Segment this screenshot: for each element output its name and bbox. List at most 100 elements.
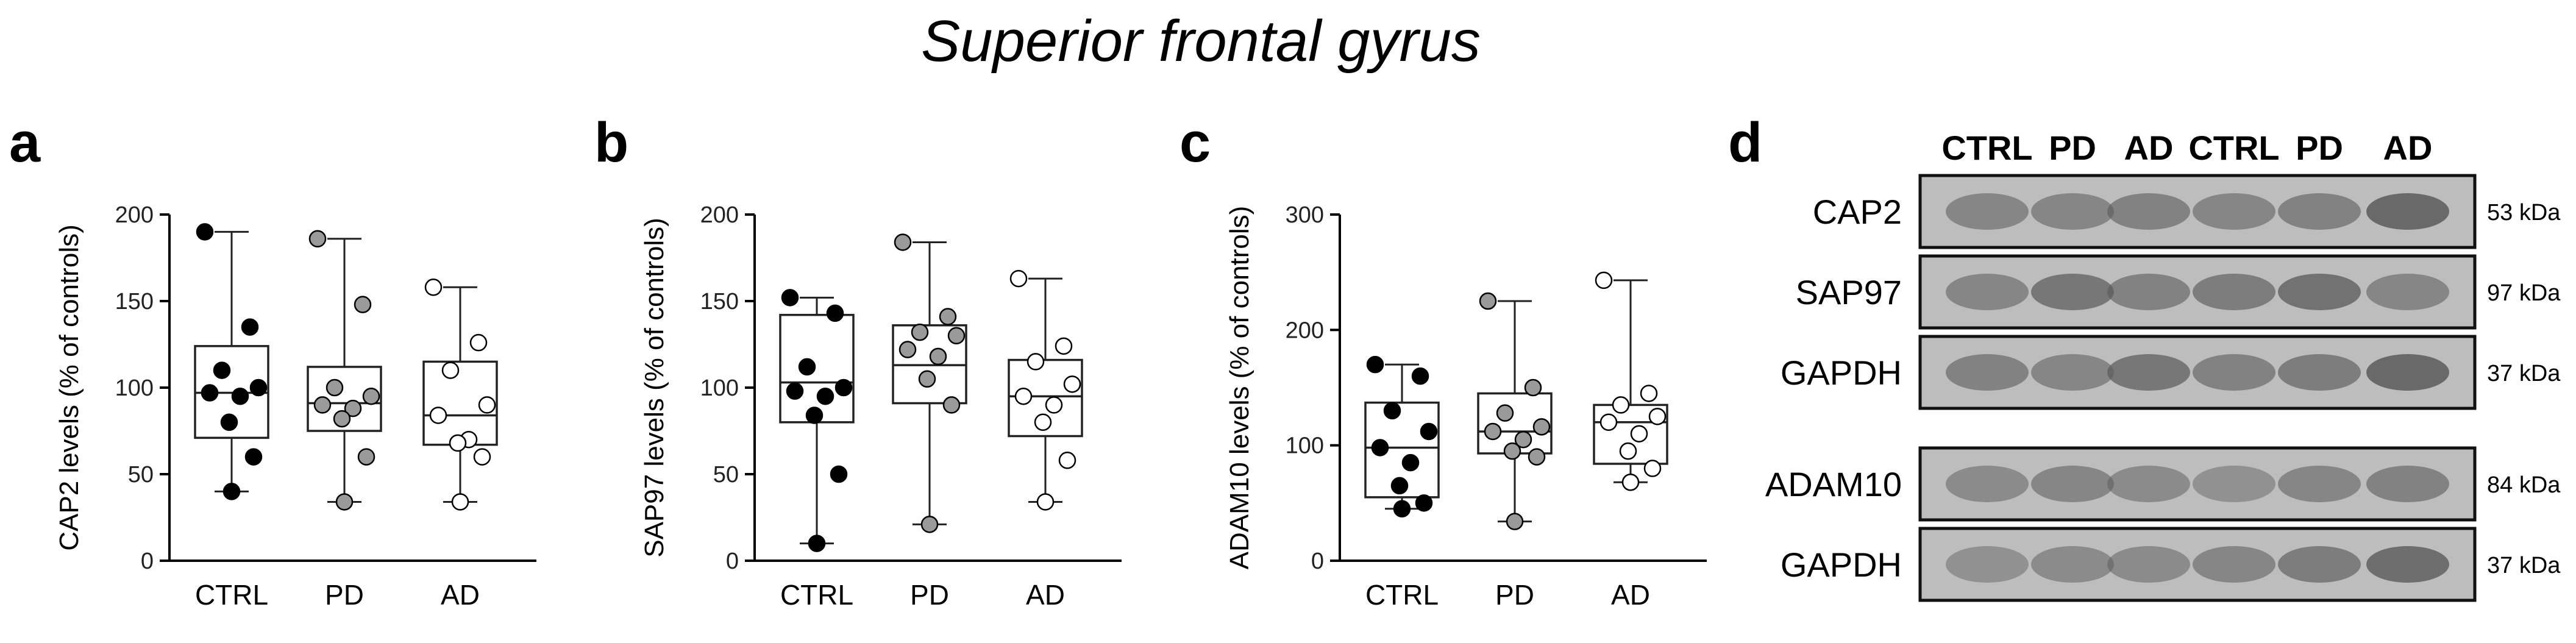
protein-band bbox=[1946, 274, 2029, 310]
x-tick-label-pd: PD bbox=[910, 579, 949, 611]
y-tick-label: 150 bbox=[700, 289, 739, 314]
data-point-ad bbox=[1014, 387, 1033, 405]
protein-band bbox=[2031, 274, 2114, 310]
data-point-pd bbox=[942, 396, 961, 414]
protein-band bbox=[2107, 546, 2190, 583]
data-point-ad bbox=[1063, 375, 1081, 393]
y-tick-label: 50 bbox=[128, 462, 154, 488]
x-tick-label-ad: AD bbox=[441, 579, 480, 611]
protein-band bbox=[2031, 546, 2114, 583]
mw-label-gapdh: 37 kDa bbox=[2487, 361, 2561, 386]
data-point-pd bbox=[1484, 422, 1502, 441]
data-point-pd bbox=[308, 230, 327, 248]
data-point-ad bbox=[1595, 271, 1613, 290]
data-point-ctrl bbox=[1420, 422, 1438, 441]
data-point-ad bbox=[1630, 425, 1648, 442]
protein-band bbox=[2107, 193, 2190, 230]
protein-band bbox=[2193, 274, 2275, 310]
y-tick-label: 200 bbox=[1286, 318, 1324, 343]
data-point-ctrl bbox=[805, 407, 824, 424]
panel-letter-a: a bbox=[9, 112, 41, 174]
data-point-ctrl bbox=[816, 387, 834, 405]
data-point-ctrl bbox=[213, 361, 231, 379]
data-point-ad bbox=[449, 434, 467, 452]
figure-title: Superior frontal gyrus bbox=[921, 9, 1481, 74]
lane-label-ad: AD bbox=[2383, 129, 2433, 167]
protein-band bbox=[2107, 354, 2190, 391]
data-point-ad bbox=[1621, 474, 1640, 491]
box-ctrl bbox=[779, 313, 855, 424]
data-point-ad bbox=[1045, 396, 1063, 414]
data-point-ctrl bbox=[244, 448, 263, 466]
data-point-pd bbox=[1479, 292, 1497, 310]
data-point-pd bbox=[344, 399, 362, 417]
data-point-ctrl bbox=[1401, 453, 1420, 472]
data-point-pd bbox=[362, 387, 380, 405]
data-point-pd bbox=[894, 233, 912, 251]
protein-label-adam10: ADAM10 bbox=[1765, 465, 1902, 503]
y-tick-label: 0 bbox=[141, 549, 154, 574]
protein-band bbox=[2107, 274, 2190, 310]
data-point-ad bbox=[469, 333, 488, 352]
panel-letter-b: b bbox=[594, 112, 628, 174]
y-axis-label: ADAM10 levels (% of controls) bbox=[1225, 206, 1254, 570]
mw-label-sap97: 97 kDa bbox=[2487, 280, 2561, 306]
data-point-pd bbox=[947, 327, 966, 345]
data-point-ad bbox=[1055, 337, 1073, 355]
data-point-ctrl bbox=[1390, 477, 1409, 495]
western-blot-panel: CTRL PD AD CTRL PD AD CAP2 53 kDa SAP97 97 kDa GAP… bbox=[1765, 129, 2561, 602]
protein-band bbox=[2031, 466, 2114, 502]
data-point-ctrl bbox=[220, 413, 238, 432]
box-plot-sap97: 0 50 100 150 200 SAP97 levels (% of controls)… bbox=[639, 202, 1122, 611]
protein-label-gapdh: GAPDH bbox=[1781, 353, 1902, 392]
lane-label-pd: PD bbox=[2296, 129, 2343, 167]
data-point-ctrl bbox=[201, 384, 219, 402]
data-point-pd bbox=[1503, 442, 1521, 460]
protein-band bbox=[2193, 193, 2275, 230]
data-point-ad bbox=[1648, 408, 1667, 425]
data-point-pd bbox=[335, 493, 354, 511]
data-point-pd bbox=[1496, 404, 1514, 422]
box-plot-adam10: 0 100 200 300 ADAM10 levels (% of controls) C… bbox=[1225, 202, 1707, 611]
lane-label-pd: PD bbox=[2049, 129, 2096, 167]
protein-band bbox=[1946, 466, 2029, 502]
data-point-ctrl bbox=[196, 223, 214, 241]
protein-band bbox=[2107, 466, 2190, 502]
data-point-ctrl bbox=[830, 465, 848, 483]
protein-label-cap2: CAP2 bbox=[1813, 193, 1902, 231]
box-ctrl bbox=[1364, 401, 1440, 499]
data-point-ad bbox=[1034, 413, 1052, 432]
data-point-ctrl bbox=[834, 378, 853, 397]
data-point-ad bbox=[1643, 460, 1662, 477]
data-point-pd bbox=[1524, 378, 1542, 397]
protein-band bbox=[2193, 466, 2275, 502]
lane-label-ctrl: CTRL bbox=[2188, 129, 2279, 167]
data-point-ctrl bbox=[798, 358, 816, 376]
lane-label-ctrl: CTRL bbox=[1941, 129, 2032, 167]
x-tick-label-pd: PD bbox=[1495, 579, 1534, 611]
protein-band bbox=[2366, 354, 2449, 391]
data-point-ctrl bbox=[808, 535, 826, 552]
data-point-ad bbox=[1619, 442, 1637, 460]
data-point-ctrl bbox=[241, 318, 259, 336]
data-point-ctrl bbox=[1371, 439, 1389, 456]
data-point-pd bbox=[326, 378, 344, 397]
data-point-pd bbox=[357, 448, 375, 466]
y-axis-label: SAP97 levels (% of controls) bbox=[639, 218, 669, 558]
data-point-ctrl bbox=[231, 387, 249, 405]
x-tick-label-ad: AD bbox=[1026, 579, 1065, 611]
y-tick-label: 0 bbox=[1311, 549, 1324, 574]
box-plot-cap2: 0 50 100 150 200 CAP2 levels (% of controls) C… bbox=[54, 202, 536, 611]
data-point-ctrl bbox=[781, 289, 799, 307]
data-point-pd bbox=[1514, 430, 1532, 449]
protein-band bbox=[2193, 354, 2275, 391]
lane-label-ad: AD bbox=[2124, 129, 2174, 167]
data-point-ctrl bbox=[1366, 355, 1384, 374]
protein-band bbox=[2193, 546, 2275, 583]
panel-letter-c: c bbox=[1179, 112, 1211, 174]
y-tick-label: 200 bbox=[700, 202, 739, 228]
y-tick-label: 300 bbox=[1286, 202, 1324, 228]
protein-band bbox=[2278, 274, 2361, 310]
data-point-ad bbox=[1612, 396, 1630, 414]
